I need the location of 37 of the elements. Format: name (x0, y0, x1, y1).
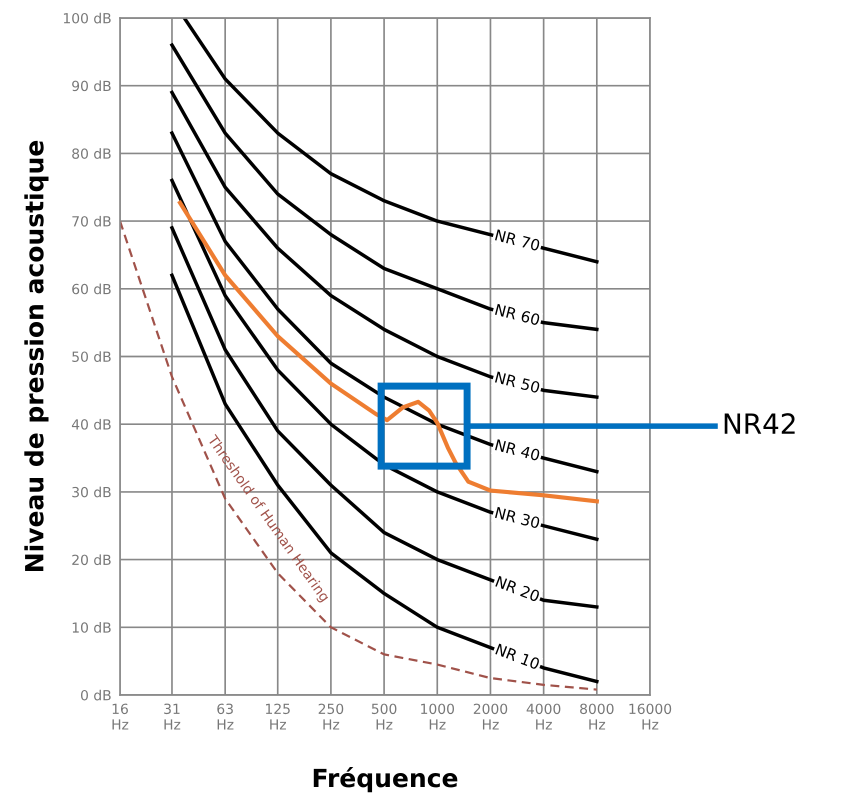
y-tick-label: 40 dB (72, 418, 111, 430)
text: NR 30 (494, 506, 540, 529)
line-series (170, 90, 599, 399)
line-series (170, 274, 599, 684)
line-series (170, 226, 599, 609)
y-tick-label: 70 dB (72, 216, 111, 227)
text: NR 50 (494, 371, 540, 394)
x-tick-label: 1000 Hz (421, 704, 454, 730)
x-tick-label: 125 Hz (266, 704, 290, 730)
x-tick-label: 63 Hz (217, 704, 234, 730)
line-series (120, 220, 598, 691)
text: NR 40 (494, 439, 540, 462)
x-tick-label: 500 Hz (372, 704, 396, 730)
y-tick-label: 0 dB (80, 690, 111, 700)
x-tick-label: 8000 Hz (580, 704, 614, 730)
y-tick-label: 60 dB (72, 284, 111, 294)
y-tick-label: 30 dB (72, 486, 111, 498)
y-tick-label: 20 dB (72, 554, 111, 566)
x-axis-title: Fréquence (314, 767, 458, 792)
line-series (170, 43, 599, 332)
x-tick-label: 4000 Hz (526, 704, 560, 730)
text: NR 20 (495, 576, 540, 602)
y-axis-title: Niveau de pression acoustique (24, 140, 49, 571)
text: NR 60 (494, 304, 540, 326)
x-tick-label: 16000 Hz (629, 704, 672, 730)
text: NR 10 (495, 643, 540, 670)
x-tick-label: 31 Hz (164, 704, 180, 730)
y-tick-label: 100 dB (64, 12, 111, 24)
text: NR42 (724, 413, 795, 434)
text: NR 70 (494, 229, 540, 252)
y-tick-label: 90 dB (72, 80, 111, 92)
x-tick-label: 2000 Hz (474, 704, 508, 730)
y-tick-label: 80 dB (72, 148, 111, 159)
x-tick-label: 16 Hz (112, 704, 128, 730)
x-tick-label: 250 Hz (318, 704, 344, 730)
y-tick-label: 50 dB (72, 351, 111, 362)
y-tick-label: 10 dB (72, 622, 111, 633)
